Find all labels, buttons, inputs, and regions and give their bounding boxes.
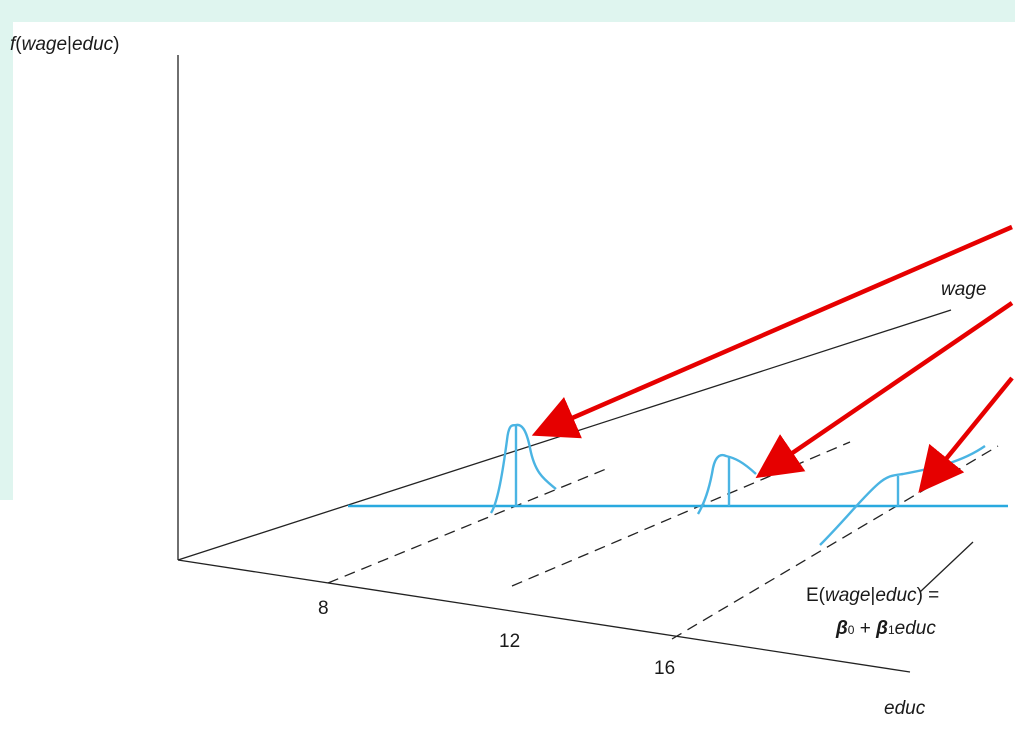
expectation-label-line2: β0 + β1educ <box>835 618 936 639</box>
wage-axis <box>177 309 952 561</box>
red-arrow-2 <box>755 301 1014 479</box>
density-curve-8 <box>489 423 557 514</box>
expectation-label-line1: E(wage|educ) = <box>806 585 939 606</box>
red-arrow-3 <box>918 376 1014 493</box>
dashed-line-16 <box>671 445 999 640</box>
dashed-line-12 <box>511 441 851 587</box>
educ-axis-label: educ <box>884 698 926 719</box>
tick-label-16: 16 <box>654 658 675 679</box>
educ-axis <box>177 559 911 673</box>
density-curve-12 <box>696 453 757 515</box>
label-leader-line <box>919 541 974 593</box>
dashed-line-8 <box>327 468 607 584</box>
tick-label-12: 12 <box>499 631 520 652</box>
wage-axis-label: wage <box>941 279 986 300</box>
density-curve-16 <box>819 445 986 546</box>
red-arrow-1 <box>531 224 1013 439</box>
f-axis-label: f(wage|educ) <box>10 34 120 55</box>
tick-label-8: 8 <box>318 598 329 619</box>
background-band-top <box>0 0 1015 22</box>
background-band-left <box>0 0 13 500</box>
